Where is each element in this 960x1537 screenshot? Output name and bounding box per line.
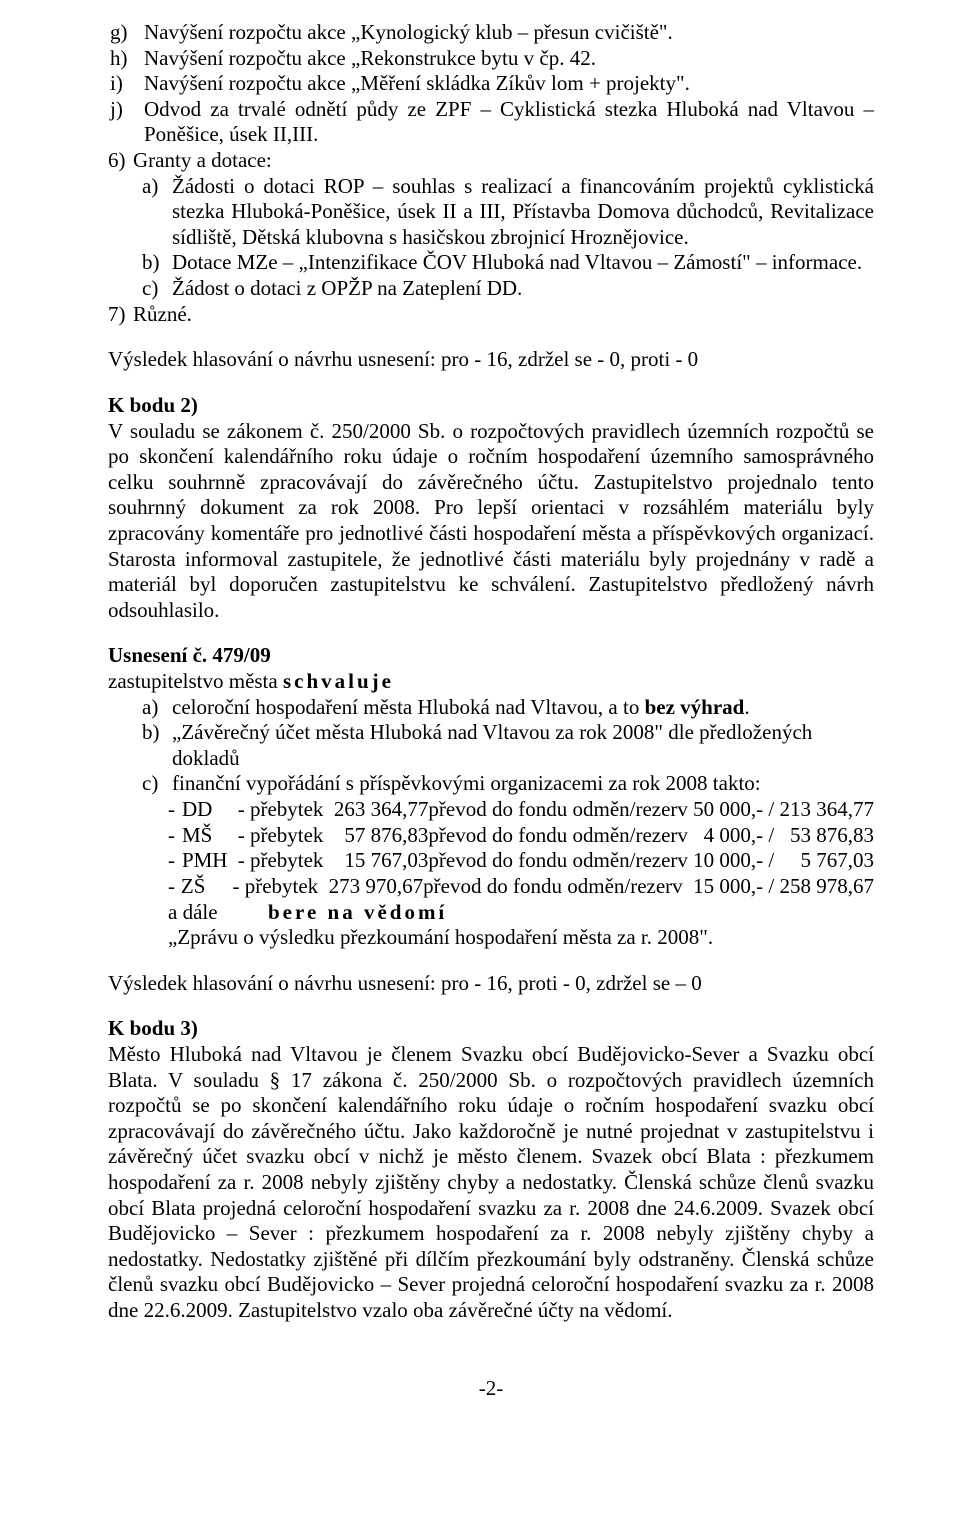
adale-line: a dále bere na vědomí	[108, 900, 874, 926]
table-cell: MŠ	[182, 823, 238, 849]
list-text: celoroční hospodaření města Hluboká nad …	[172, 695, 874, 721]
list-text: finanční vypořádání s příspěvkovými orga…	[172, 771, 874, 797]
table-cell: převod do fondu odměn/rezerv 4 000,- / 5…	[428, 823, 874, 849]
usneseni-a: a) celoroční hospodaření města Hluboká n…	[108, 695, 874, 721]
list-item-6: 6) Granty a dotace:	[108, 148, 874, 174]
usneseni-a-t3: .	[744, 695, 749, 719]
table-cell: -	[168, 848, 182, 874]
finance-table: - DD - přebytek 263 364,77 převod do fon…	[108, 797, 874, 899]
table-cell: -	[168, 874, 181, 900]
list-text: Granty a dotace:	[133, 148, 874, 174]
list-marker: h)	[108, 46, 144, 72]
kbodu3-para: Město Hluboká nad Vltavou je členem Svaz…	[108, 1042, 874, 1324]
usneseni-schvaluje: schvaluje	[283, 669, 394, 693]
usneseni-a-t1: celoroční hospodaření města Hluboká nad …	[172, 695, 645, 719]
adale-text: a dále	[168, 900, 268, 926]
usneseni-line2a: zastupitelstvo města	[108, 669, 283, 693]
list-text: „Závěrečný účet města Hluboká nad Vltavo…	[172, 720, 874, 771]
vote-result-2: Výsledek hlasování o návrhu usnesení: pr…	[108, 971, 874, 997]
list-item-6c: c) Žádost o dotaci z OPŽP na Zateplení D…	[108, 276, 874, 302]
list-marker: a)	[142, 174, 172, 251]
usneseni-c: c) finanční vypořádání s příspěvkovými o…	[108, 771, 874, 797]
usneseni-b: b) „Závěrečný účet města Hluboká nad Vlt…	[108, 720, 874, 771]
table-cell: - přebytek 263 364,77	[238, 797, 429, 823]
table-row: - DD - přebytek 263 364,77 převod do fon…	[168, 797, 874, 823]
table-cell: -	[168, 823, 182, 849]
list-item-6a: a) Žádosti o dotaci ROP – souhlas s real…	[108, 174, 874, 251]
table-cell: - přebytek 57 876,83	[238, 823, 429, 849]
kbodu3-title: K bodu 3)	[108, 1016, 874, 1042]
vote-result-1: Výsledek hlasování o návrhu usnesení: pr…	[108, 347, 874, 373]
list-marker: b)	[142, 250, 172, 276]
table-row: - ZŠ - přebytek 273 970,67 převod do fon…	[168, 874, 874, 900]
list-marker: 6)	[108, 148, 133, 174]
list-text: Navýšení rozpočtu akce „Kynologický klub…	[144, 20, 874, 46]
list-text: Žádost o dotaci z OPŽP na Zateplení DD.	[172, 276, 874, 302]
table-cell: ZŠ	[181, 874, 233, 900]
table-cell: DD	[182, 797, 238, 823]
table-cell: převod do fondu odměn/rezerv 10 000,- / …	[428, 848, 874, 874]
list-text: Odvod za trvalé odnětí půdy ze ZPF – Cyk…	[144, 97, 874, 148]
kbodu2-title: K bodu 2)	[108, 393, 874, 419]
usneseni-line2: zastupitelstvo města schvaluje	[108, 669, 874, 695]
list-item-h: h) Navýšení rozpočtu akce „Rekonstrukce …	[108, 46, 874, 72]
table-row: - MŠ - přebytek 57 876,83 převod do fond…	[168, 823, 874, 849]
list-text: Navýšení rozpočtu akce „Rekonstrukce byt…	[144, 46, 874, 72]
list-item-7: 7) Různé.	[108, 302, 874, 328]
list-item-i: i) Navýšení rozpočtu akce „Měření skládk…	[108, 71, 874, 97]
list-marker: j)	[108, 97, 144, 148]
table-cell: PMH	[182, 848, 238, 874]
table-cell: převod do fondu odměn/rezerv 50 000,- / …	[428, 797, 874, 823]
usneseni-title: Usnesení č. 479/09	[108, 643, 874, 669]
list-text: Dotace MZe – „Intenzifikace ČOV Hluboká …	[172, 250, 874, 276]
list-item-6b: b) Dotace MZe – „Intenzifikace ČOV Hlubo…	[108, 250, 874, 276]
list-marker: b)	[142, 720, 172, 771]
page-number: -2-	[108, 1376, 874, 1402]
list-item-j: j) Odvod za trvalé odnětí půdy ze ZPF – …	[108, 97, 874, 148]
zpravu-line: „Zprávu o výsledku přezkoumání hospodaře…	[108, 925, 874, 951]
list-marker: i)	[108, 71, 144, 97]
list-marker: 7)	[108, 302, 133, 328]
list-text: Žádosti o dotaci ROP – souhlas s realiza…	[172, 174, 874, 251]
list-marker: c)	[142, 771, 172, 797]
list-marker: c)	[142, 276, 172, 302]
table-cell: - přebytek 15 767,03	[238, 848, 429, 874]
kbodu2-para: V souladu se zákonem č. 250/2000 Sb. o r…	[108, 419, 874, 624]
list-marker: a)	[142, 695, 172, 721]
table-cell: - přebytek 273 970,67	[232, 874, 423, 900]
list-marker: g)	[108, 20, 144, 46]
list-text: Různé.	[133, 302, 874, 328]
list-text: Navýšení rozpočtu akce „Měření skládka Z…	[144, 71, 874, 97]
bere-na-vedomi: bere na vědomí	[268, 900, 447, 926]
table-cell: -	[168, 797, 182, 823]
list-item-g: g) Navýšení rozpočtu akce „Kynologický k…	[108, 20, 874, 46]
table-cell: převod do fondu odměn/rezerv 15 000,- / …	[423, 874, 874, 900]
table-row: - PMH - přebytek 15 767,03 převod do fon…	[168, 848, 874, 874]
usneseni-a-t2: bez výhrad	[645, 695, 745, 719]
